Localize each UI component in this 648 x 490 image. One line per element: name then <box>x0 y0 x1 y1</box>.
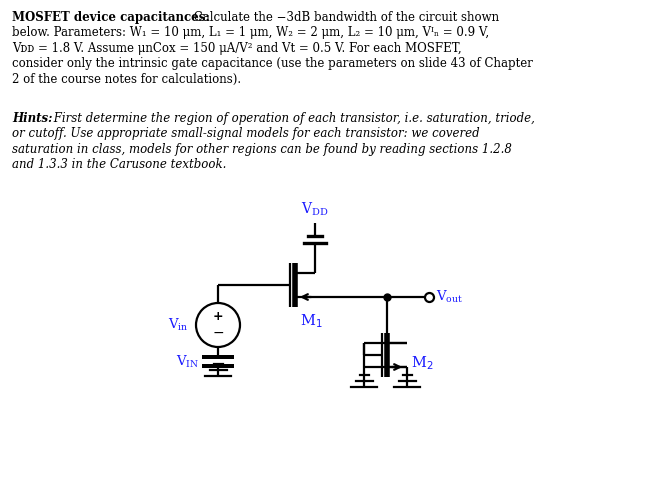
Text: and 1.3.3 in the Carusone textbook.: and 1.3.3 in the Carusone textbook. <box>12 158 226 171</box>
Text: First determine the region of operation of each transistor, i.e. saturation, tri: First determine the region of operation … <box>50 112 535 125</box>
Text: Vᴅᴅ = 1.8 V. Assume μnCox = 150 μA/V² and Vt = 0.5 V. For each MOSFET,: Vᴅᴅ = 1.8 V. Assume μnCox = 150 μA/V² an… <box>12 42 461 55</box>
Text: M$_2$: M$_2$ <box>411 354 434 372</box>
Text: −: − <box>212 326 224 340</box>
Text: V$_{\mathregular{IN}}$: V$_{\mathregular{IN}}$ <box>176 353 199 369</box>
Text: or cutoff. Use appropriate small-signal models for each transistor: we covered: or cutoff. Use appropriate small-signal … <box>12 127 480 140</box>
Text: consider only the intrinsic gate capacitance (use the parameters on slide 43 of : consider only the intrinsic gate capacit… <box>12 57 533 71</box>
Text: 2 of the course notes for calculations).: 2 of the course notes for calculations). <box>12 73 241 86</box>
Text: Calculate the −3dB bandwidth of the circuit shown: Calculate the −3dB bandwidth of the circ… <box>190 11 499 24</box>
Text: saturation in class, models for other regions can be found by reading sections 1: saturation in class, models for other re… <box>12 143 512 156</box>
Text: M$_1$: M$_1$ <box>300 312 323 330</box>
Text: Hints:: Hints: <box>12 112 52 125</box>
Text: +: + <box>213 311 224 323</box>
Text: V$_{\mathregular{out}}$: V$_{\mathregular{out}}$ <box>436 289 463 305</box>
Text: V$_{\mathregular{in}}$: V$_{\mathregular{in}}$ <box>168 317 189 333</box>
Text: V$_{\mathregular{DD}}$: V$_{\mathregular{DD}}$ <box>301 200 329 218</box>
Text: MOSFET device capacitances:: MOSFET device capacitances: <box>12 11 210 24</box>
Text: below. Parameters: W₁ = 10 μm, L₁ = 1 μm, W₂ = 2 μm, L₂ = 10 μm, Vᴵₙ = 0.9 V,: below. Parameters: W₁ = 10 μm, L₁ = 1 μm… <box>12 26 489 40</box>
